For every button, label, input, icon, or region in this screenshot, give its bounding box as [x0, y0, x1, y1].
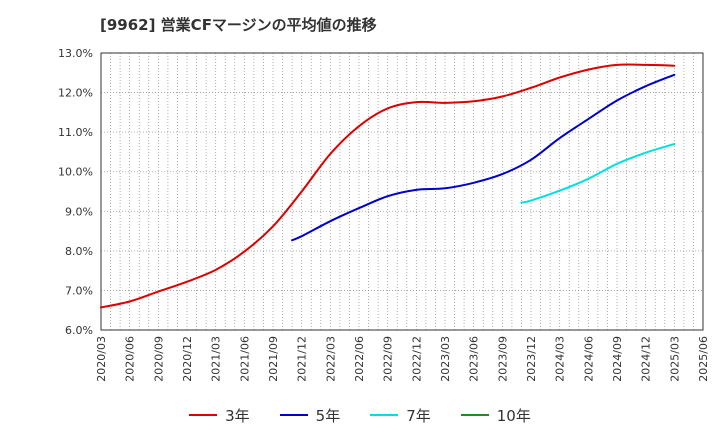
chart-title: [9962] 営業CFマージンの平均値の推移: [100, 16, 377, 34]
x-tick-label: 2020/03: [95, 336, 108, 382]
legend-label: 10年: [496, 406, 531, 425]
legend-swatch: [460, 414, 489, 416]
legend-swatch: [189, 414, 218, 416]
y-tick-label: 13.0%: [58, 47, 93, 60]
y-tick-label: 9.0%: [65, 205, 93, 218]
x-tick-label: 2024/12: [640, 336, 653, 382]
x-tick-label: 2022/03: [324, 336, 337, 382]
legend-swatch: [279, 414, 308, 416]
x-tick-label: 2022/06: [353, 336, 366, 382]
series-line-3y: [100, 63, 676, 309]
legend-item-5y: 5年: [279, 405, 341, 426]
legend-label: 3年: [225, 406, 250, 425]
x-tick-label: 2024/09: [611, 336, 624, 382]
x-tick-label: 2020/06: [124, 336, 137, 382]
x-tick-label: 2021/12: [296, 336, 309, 382]
x-tick-label: 2023/06: [468, 336, 481, 382]
x-tick-label: 2023/09: [496, 336, 509, 382]
y-tick-label: 6.0%: [65, 324, 93, 337]
legend-label: 7年: [406, 406, 431, 425]
series-line-5y: [291, 73, 676, 242]
y-tick-label: 10.0%: [58, 166, 93, 179]
x-tick-label: 2023/12: [525, 336, 538, 382]
x-tick-label: 2023/03: [439, 336, 452, 382]
y-tick-label: 12.0%: [58, 87, 93, 100]
x-tick-label: 2025/03: [668, 336, 681, 382]
x-tick-label: 2021/09: [267, 336, 280, 382]
x-tick-label: 2024/03: [554, 336, 567, 382]
x-tick-label: 2021/03: [210, 336, 223, 382]
y-tick-label: 8.0%: [65, 245, 93, 258]
legend-item-7y: 7年: [370, 405, 431, 426]
legend-item-3y: 3年: [189, 405, 250, 426]
y-tick-label: 11.0%: [58, 126, 93, 139]
legend-swatch: [370, 414, 399, 416]
legend: 3年 5年 7年 10年: [0, 402, 720, 428]
x-tick-label: 2024/06: [582, 336, 595, 382]
x-tick-label: 2025/06: [697, 336, 710, 382]
x-tick-label: 2020/09: [152, 336, 165, 382]
series-line-7y: [520, 143, 676, 204]
plot-frame: [100, 52, 704, 331]
y-tick-label: 7.0%: [65, 284, 93, 297]
legend-label: 5年: [315, 406, 341, 425]
legend-item-10y: 10年: [460, 405, 531, 426]
x-tick-label: 2020/12: [181, 336, 194, 382]
x-tick-label: 2022/12: [410, 336, 423, 382]
x-tick-label: 2022/09: [382, 336, 395, 382]
x-tick-label: 2021/06: [238, 336, 251, 382]
